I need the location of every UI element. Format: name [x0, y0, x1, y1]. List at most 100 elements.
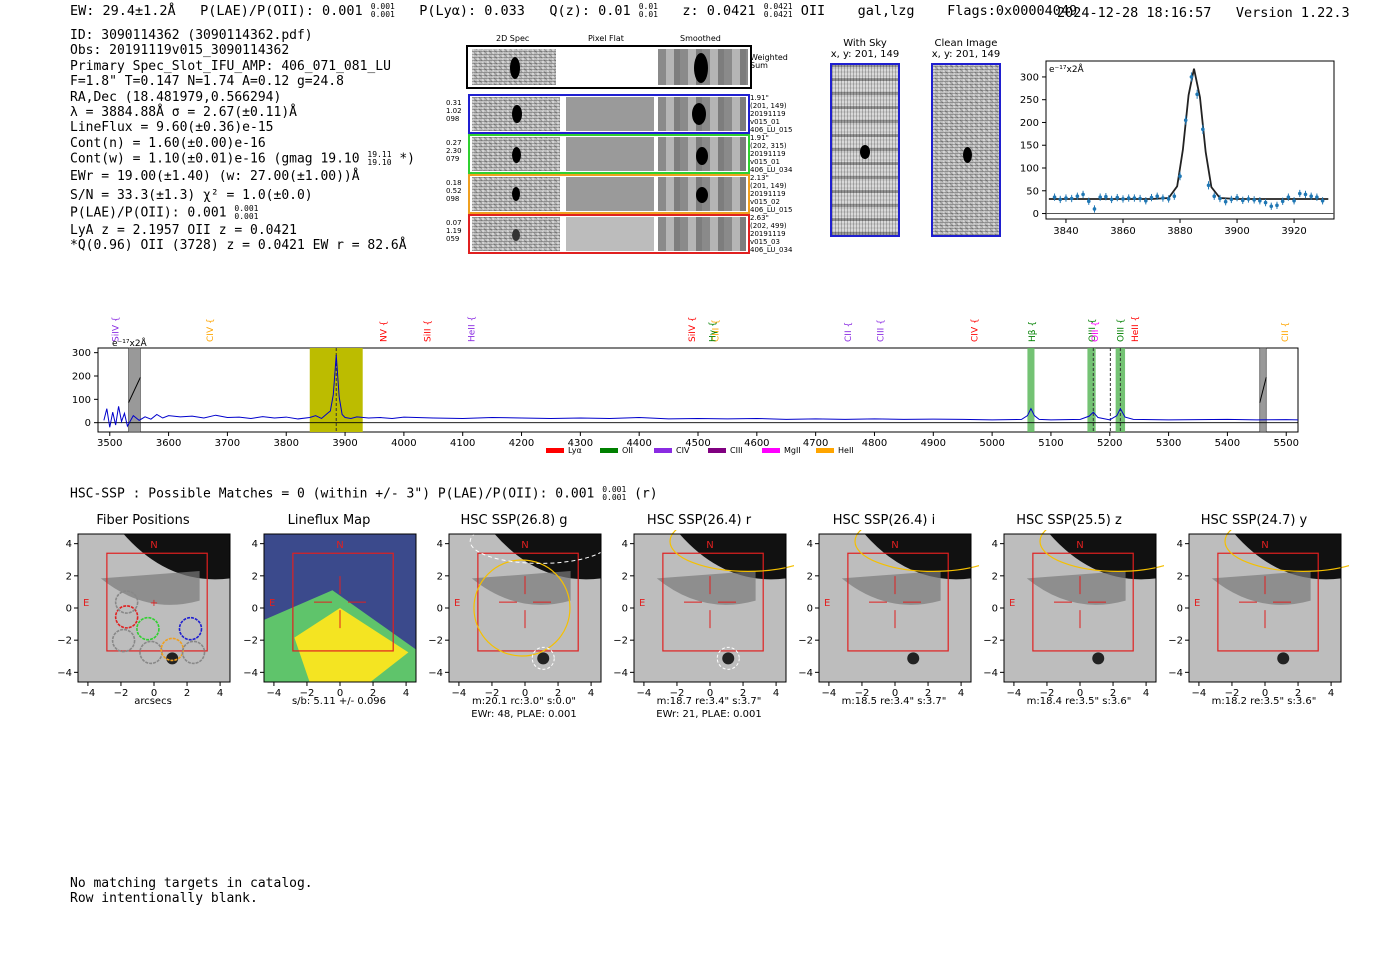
hsc-panel-image: N E −4 −4 −2 −2 0 0 2 2 4 4 [614, 530, 794, 699]
y-tick-label-4: 4 [622, 539, 628, 550]
y-tick-label-3: 2 [1177, 571, 1183, 582]
line-label-12: OIII { [1088, 318, 1098, 342]
fiber-row-1-l0: 0.31 [446, 99, 462, 107]
info-lya: LyA z = 2.1957 OII z = 0.0421 [70, 223, 297, 239]
info-sn: S/N = 33.3(±1.3) χ² = 1.0(±0.0) [70, 187, 313, 203]
col-smoothed: Smoothed [680, 34, 721, 43]
legend-swatch-2 [654, 448, 672, 453]
target-source [1277, 652, 1290, 665]
clean-image-xy: x, y: 201, 149 [931, 49, 1001, 60]
detection-info: ID: 3090114362 (3090114362.pdf) Obs: 201… [70, 28, 415, 254]
zoom-point-9 [1104, 194, 1108, 199]
x-tick-label-3: 2 [1110, 688, 1116, 699]
center-marker: + [150, 598, 158, 609]
spec-xtick-label-16: 5100 [1038, 438, 1063, 449]
hsc-panel-image: N E −4 −4 −2 −2 0 0 2 2 4 4 [244, 533, 417, 699]
zoom-point-32 [1235, 195, 1239, 200]
x-tick-label-4: 4 [1328, 688, 1334, 699]
legend-label-2: CIV [676, 446, 690, 455]
fiber-row-4-left: 0.07 1.19 059 [446, 219, 468, 243]
east-label: E [1009, 598, 1015, 609]
info-obs: Obs: 20191119v015_3090114362 [70, 43, 290, 59]
legend-label-5: HeII [838, 446, 854, 455]
with-sky-title: With Sky x, y: 201, 149 [825, 38, 905, 60]
spec-ytick-label-1: 100 [72, 395, 91, 406]
spec-xtick-label-0: 3500 [97, 438, 122, 449]
fiber-row-3-l1: 0.52 [446, 187, 462, 195]
fiber-row-1-l1: 1.02 [446, 107, 462, 115]
zoom-point-15 [1138, 196, 1142, 201]
z-value: z: 0.0421 [682, 3, 756, 19]
hsc-panel-caption: arcsecs [134, 696, 172, 707]
zoom-point-31 [1229, 197, 1234, 202]
fiber-row-3-right: 2.13" (201, 149) 20191119 v015_02 406_LU… [750, 174, 798, 214]
zoom-point-37 [1263, 200, 1268, 205]
hsc-panel-1: Fiber Positions + N E −4 −4 −2 −2 0 0 2 2 4 4 arcsecs [58, 510, 238, 725]
fiber-row-2-r3: v015_01 [750, 158, 780, 166]
x-tick-label-1: −2 [1040, 688, 1055, 699]
x-tick-label-3: 2 [1295, 688, 1301, 699]
contw-sup: 19.11 [367, 150, 392, 160]
hsc-panel-caption: s/b: 5.11 +/- 0.096 [291, 696, 387, 707]
zoom-point-42 [1292, 198, 1296, 203]
y-tick-label-1: −2 [429, 636, 443, 647]
y-tick-label-1: −2 [984, 636, 998, 647]
fiber-circle-3 [111, 628, 136, 653]
x-tick-label-2: 0 [892, 688, 898, 699]
hsc-panel-title: HSC SSP(26.4) r [646, 513, 752, 528]
zoom-point-18 [1155, 194, 1160, 199]
with-sky-label: With Sky [843, 38, 887, 49]
spec-xtick-label-17: 5200 [1097, 438, 1122, 449]
y-tick-label-4: 4 [252, 539, 258, 550]
zoom-point-24 [1189, 75, 1194, 79]
fiber-row-2-r0: 1.91" [750, 134, 769, 142]
spec-ytick-label-0: 0 [85, 418, 91, 429]
info-plae-sup: 0.001 [234, 204, 259, 214]
fiber-row-4-r3: v015_03 [750, 238, 780, 246]
white-ellipse [469, 530, 609, 564]
spec-xtick-label-6: 4100 [450, 438, 475, 449]
legend-swatch-5 [816, 448, 834, 453]
line-label-5: SiIV { [688, 316, 698, 342]
green-band-0 [1027, 348, 1035, 432]
east-label: E [269, 598, 275, 609]
hsc-title: HSC-SSP : Possible Matches = 0 (within +… [70, 486, 658, 502]
hsc-panel-image: N E −4 −4 −2 −2 0 0 2 2 4 4 [1169, 530, 1349, 699]
y-tick-label-2: 0 [622, 604, 628, 615]
legend-label-0: Lyα [568, 446, 582, 455]
zoom-point-5 [1081, 192, 1085, 197]
fiber-row-2-l0: 0.27 [446, 139, 462, 147]
info-contw: Cont(w) = 1.10(±0.01)e-16 (gmag 19.10 [70, 151, 360, 167]
fiber-row-1-r3: v015_01 [750, 118, 780, 126]
green-band-1 [1087, 348, 1096, 432]
x-tick-label-3: 2 [184, 688, 190, 699]
line-label-4: HeII { [468, 316, 478, 342]
fiber-row-2: 0.27 2.30 079 1.91" (202, 315) 20191119 … [446, 134, 796, 174]
fiber-cutout-rows: 0.31 1.02 098 1.91" (201, 149) 20191119 … [446, 94, 796, 254]
hsc-panels: Fiber Positions + N E −4 −4 −2 −2 0 0 2 2 4 4 arcsecs L… [0, 510, 1400, 725]
hsc-panel-image: N E −4 −4 −2 −2 0 0 2 2 4 4 [799, 530, 979, 699]
line-label-6: CIII { [712, 319, 722, 342]
x-tick-label-4: 4 [773, 688, 779, 699]
lineflux-yellow-region [294, 608, 409, 682]
line-label-11: Hβ { [1028, 321, 1038, 342]
z-sub: 0.0421 [763, 10, 793, 19]
x-tick-label-1: −2 [300, 688, 315, 699]
x-tick-label-1: −2 [855, 688, 870, 699]
zoom-ytick-label-6: 300 [1020, 72, 1039, 83]
zoom-point-25 [1195, 92, 1199, 97]
zoom-ytick-label-2: 100 [1020, 164, 1039, 175]
fiber-row-2-r4: 406_LU_034 [750, 166, 793, 174]
y-tick-label-2: 0 [252, 604, 258, 615]
line-label-0: SiIV { [112, 316, 122, 342]
zoom-point-17 [1149, 195, 1154, 200]
x-tick-label-4: 4 [958, 688, 964, 699]
zoom-point-4 [1075, 194, 1080, 199]
weighted-smoothed-cutout [658, 49, 748, 85]
weighted-sum-row [466, 45, 752, 89]
fiber-row-4-l2: 059 [446, 235, 460, 243]
fiber-row-4-right: 2.63" (202, 499) 20191119 v015_03 406_LU… [750, 214, 798, 254]
footer-line-1: No matching targets in catalog. [70, 876, 313, 891]
hsc-panel-caption-2: EWr: 21, PLAE: 0.001 [656, 709, 762, 720]
fiber-row-2-l2: 079 [446, 155, 460, 163]
